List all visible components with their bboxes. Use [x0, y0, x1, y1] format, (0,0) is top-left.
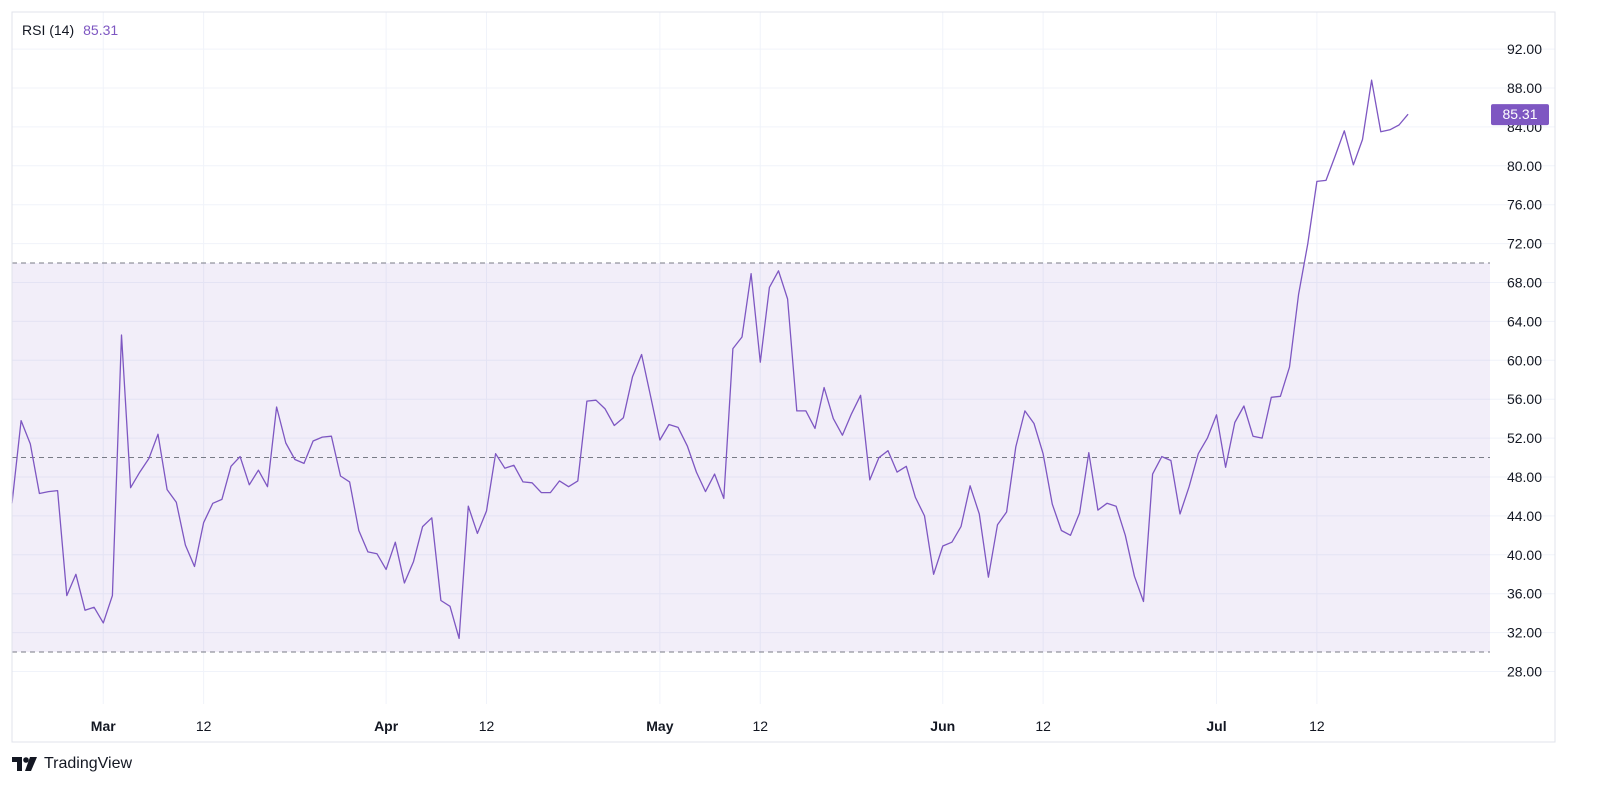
- tradingview-logo-text: TradingView: [44, 755, 133, 772]
- price-scale[interactable]: 92.0088.0084.0080.0076.0072.0068.0064.00…: [1507, 41, 1542, 679]
- x-tick-label: Jun: [930, 718, 955, 734]
- last-value-label: 85.31: [1491, 104, 1549, 126]
- y-tick-label: 76.00: [1507, 197, 1542, 213]
- tradingview-logo-icon: [12, 757, 37, 771]
- x-tick-label: Mar: [91, 718, 116, 734]
- y-tick-label: 80.00: [1507, 158, 1542, 174]
- x-tick-label: 12: [479, 718, 495, 734]
- y-tick-label: 72.00: [1507, 236, 1542, 252]
- y-tick-label: 44.00: [1507, 508, 1542, 524]
- x-tick-label: Apr: [374, 718, 399, 734]
- y-tick-label: 36.00: [1507, 586, 1542, 602]
- y-tick-label: 88.00: [1507, 80, 1542, 96]
- x-tick-label: 12: [752, 718, 768, 734]
- last-value-badge: [1491, 104, 1549, 126]
- y-tick-label: 92.00: [1507, 41, 1542, 57]
- time-scale[interactable]: Mar 12 Apr 12 May 12 Jun 12 Jul 12: [91, 718, 1325, 734]
- indicator-legend[interactable]: RSI (14) 85.31: [22, 22, 118, 38]
- x-tick-label: 12: [1035, 718, 1051, 734]
- x-tick-label: Jul: [1206, 718, 1226, 734]
- x-tick-label: 12: [196, 718, 212, 734]
- tradingview-logo[interactable]: TradingView: [12, 755, 132, 773]
- y-tick-label: 48.00: [1507, 469, 1542, 485]
- last-value-text: 85.31: [1502, 106, 1537, 122]
- x-tick-label: 12: [1309, 718, 1325, 734]
- plot-frame: [11, 11, 1556, 743]
- y-tick-label: 40.00: [1507, 547, 1542, 563]
- x-tick-label: May: [646, 718, 673, 734]
- indicator-value: 85.31: [83, 22, 119, 38]
- y-tick-label: 28.00: [1507, 664, 1542, 680]
- indicator-name: RSI (14): [22, 22, 75, 38]
- y-tick-label: 64.00: [1507, 313, 1542, 329]
- y-tick-label: 60.00: [1507, 352, 1542, 368]
- y-tick-label: 68.00: [1507, 275, 1542, 291]
- rsi-series-line: [11, 79, 1409, 640]
- y-tick-label: 56.00: [1507, 391, 1542, 407]
- y-tick-label: 32.00: [1507, 625, 1542, 641]
- y-tick-label: 52.00: [1507, 430, 1542, 446]
